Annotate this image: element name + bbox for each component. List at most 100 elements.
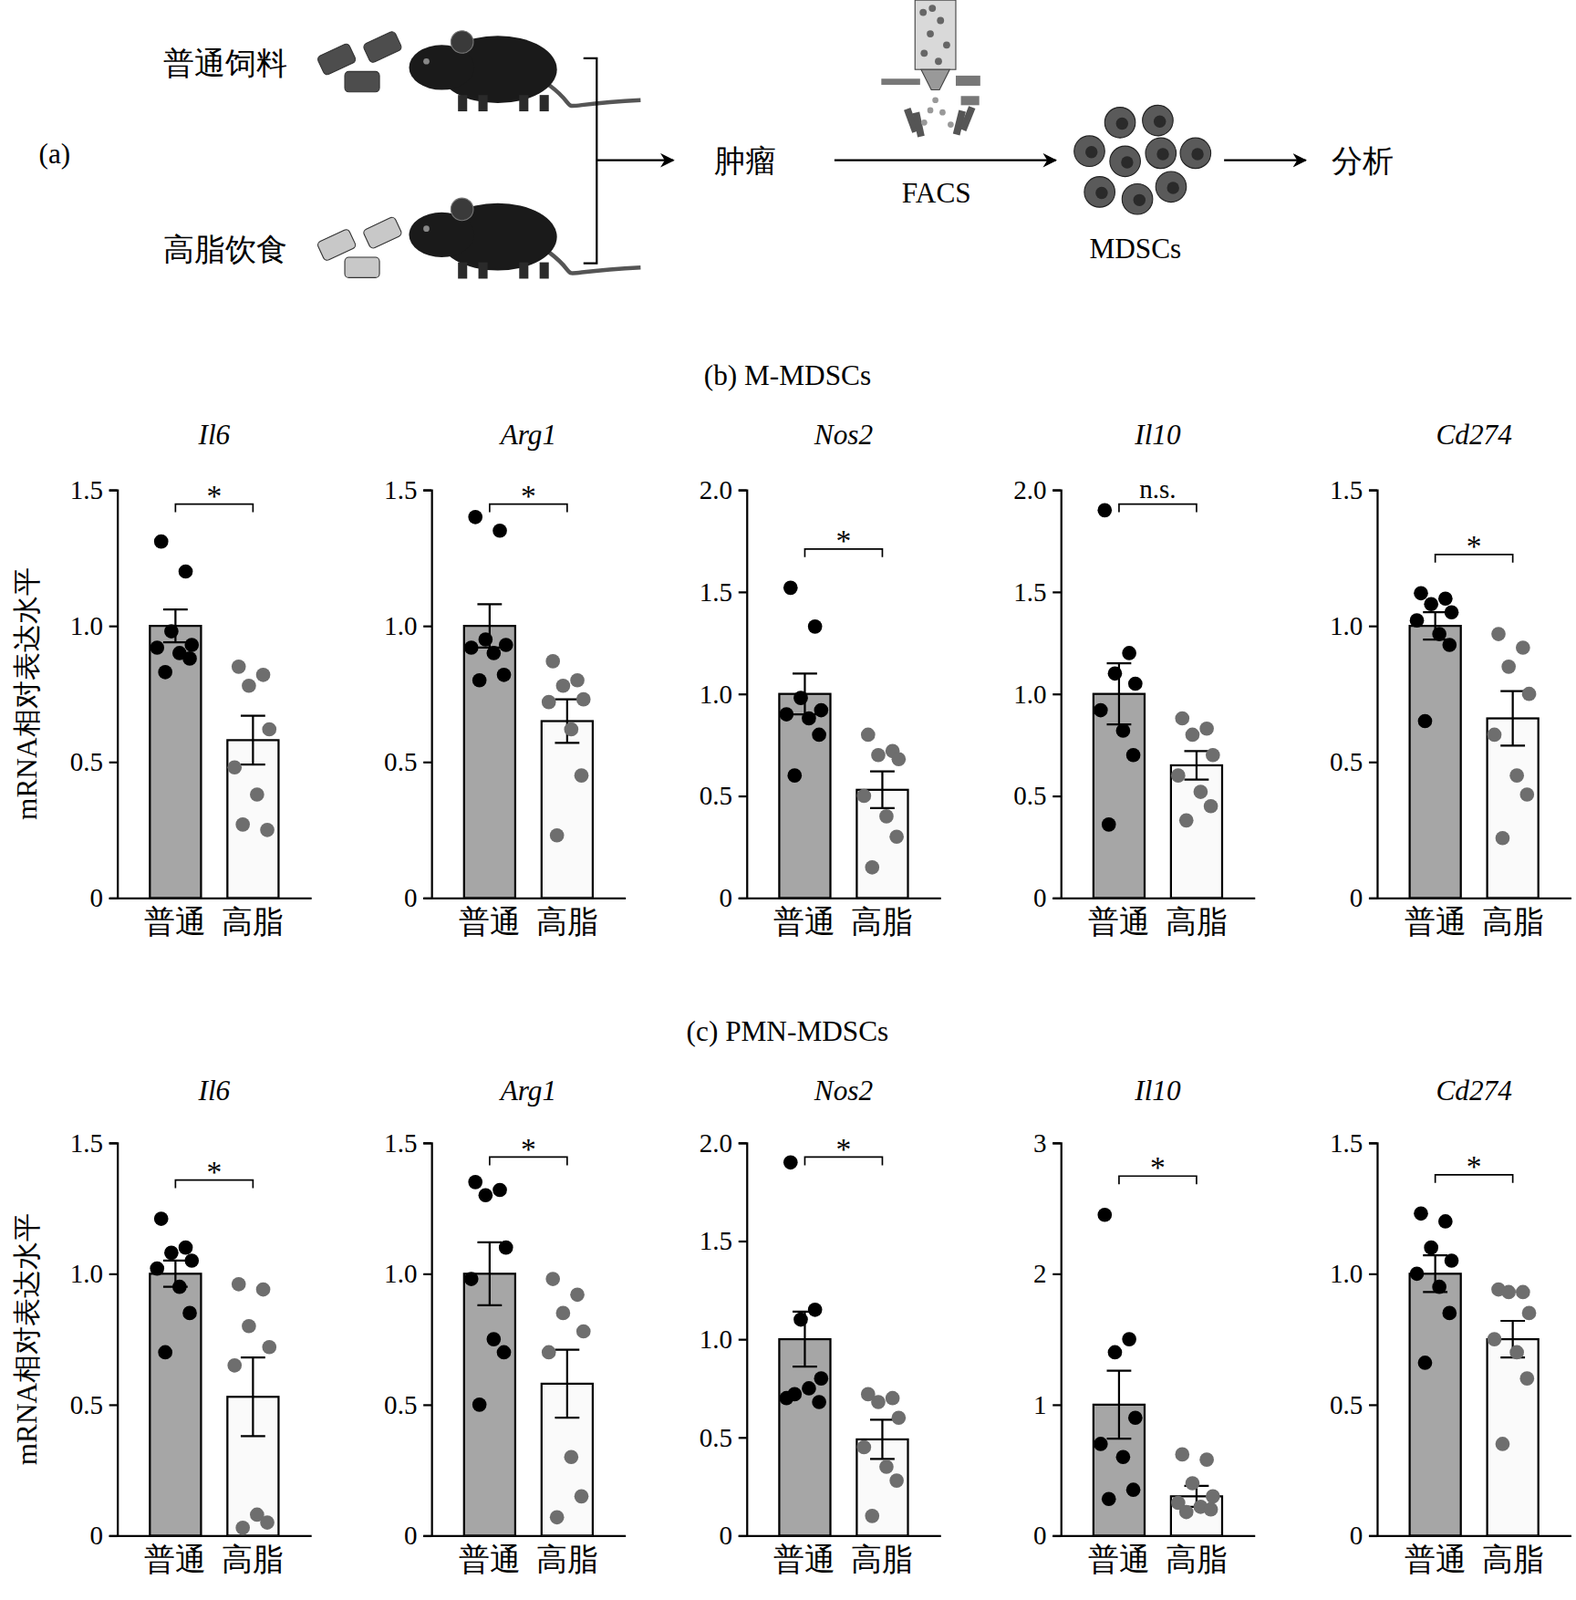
data-point: [182, 651, 197, 666]
bar: [464, 625, 516, 898]
y-tick-label: 0: [1349, 882, 1364, 913]
x-tick-label: 普通: [773, 904, 836, 939]
data-point: [811, 1394, 827, 1410]
y-tick-label: 1.0: [699, 1324, 733, 1354]
figure: (a)普通饲料高脂饮食肿瘤FACSMDSCs分析(b) M-MDSCs(c) P…: [0, 0, 1576, 1600]
chart-title: Il6: [197, 418, 230, 451]
y-tick-mark: [1368, 1141, 1378, 1144]
facs-particle: [928, 4, 936, 12]
x-tick: 高脂: [221, 897, 284, 938]
data-point: [541, 694, 557, 710]
error-bar: [870, 1419, 895, 1459]
data-point: [1203, 1502, 1219, 1517]
x-tick: 普通: [1404, 1534, 1467, 1576]
y-tick-label: 3: [1033, 1128, 1048, 1158]
data-point: [157, 664, 173, 680]
data-point: [1487, 1331, 1503, 1347]
cell: [1109, 145, 1141, 177]
bar: [541, 721, 593, 899]
x-tick-label: 高脂: [1482, 1542, 1545, 1576]
y-axis-line: [423, 1142, 433, 1536]
y-tick: 0: [1033, 882, 1061, 913]
data-point: [814, 1370, 830, 1386]
data-point: [1431, 1279, 1447, 1295]
x-axis: 普通高脂: [1061, 1534, 1256, 1576]
cell: [1180, 137, 1212, 169]
data-point: [1413, 1205, 1429, 1221]
data-point: [497, 667, 512, 683]
error-bar: [792, 673, 818, 715]
data-point: [1509, 1345, 1525, 1360]
x-tick-label: 普通: [1088, 904, 1151, 939]
facs-detector: [955, 75, 981, 86]
data-point: [486, 1331, 501, 1347]
cell: [1145, 137, 1177, 169]
y-tick-mark: [423, 1534, 432, 1537]
error-bar: [554, 699, 580, 744]
y-tick: 1.0: [699, 679, 747, 709]
y-tick-label: 0.5: [1013, 780, 1047, 810]
significance-label: *: [836, 523, 852, 558]
y-tick-label: 1.0: [383, 1258, 417, 1288]
y-tick-label: 1.0: [1329, 611, 1363, 641]
x-axis-line: [746, 1534, 942, 1537]
data-point: [860, 727, 876, 743]
data-point: [235, 1520, 250, 1535]
data-point: [564, 1449, 580, 1464]
y-tick: 1.0: [70, 611, 118, 641]
y-axis-line: [109, 1142, 119, 1536]
method-label: FACS: [902, 176, 972, 209]
bar: [778, 1338, 830, 1535]
data-point: [1515, 640, 1531, 655]
x-tick: 高脂: [850, 1534, 913, 1576]
chart: Il100123普通高脂*: [1033, 1074, 1255, 1576]
x-axis-line: [746, 897, 942, 900]
mouse-eye: [423, 58, 430, 65]
chart: Nos200.51.01.52.0普通高脂*: [699, 1074, 942, 1576]
data-point: [870, 1394, 886, 1410]
y-tick: 2.0: [1013, 475, 1061, 505]
data-point: [1128, 1410, 1143, 1425]
y-tick: 0.5: [383, 1389, 432, 1420]
y-tick-label: 1.5: [1329, 475, 1363, 505]
y-tick-mark: [1368, 1273, 1378, 1276]
x-tick-label: 高脂: [1165, 1542, 1228, 1576]
data-point: [1179, 1504, 1194, 1520]
facs-detector: [961, 95, 980, 105]
x-tick-label: 普通: [144, 904, 207, 939]
y-tick: 1.5: [383, 1128, 432, 1158]
y-tick-mark: [423, 488, 432, 491]
y-axis: 00.51.01.5: [1329, 1128, 1379, 1551]
data-point: [564, 722, 580, 737]
data-point: [889, 829, 904, 844]
y-tick-label: 0.5: [383, 1389, 417, 1420]
cell: [1142, 104, 1174, 136]
data-point: [801, 1380, 817, 1396]
y-tick: 0: [719, 1520, 747, 1550]
y-tick: 0: [1349, 882, 1378, 913]
data-point: [574, 1489, 590, 1504]
y-tick: 1.0: [383, 611, 432, 641]
y-tick-label: 0: [1033, 1520, 1048, 1550]
data-point: [172, 1279, 187, 1295]
y-tick: 0.5: [1329, 1389, 1378, 1420]
data-point: [1519, 1370, 1535, 1386]
data-point: [864, 1508, 880, 1524]
data-point: [497, 1345, 512, 1360]
data-point: [885, 1390, 901, 1406]
facs-nozzle: [921, 69, 950, 90]
facs-particle: [919, 9, 927, 17]
data-point: [1410, 1266, 1425, 1282]
y-tick: 0.5: [1329, 746, 1378, 777]
x-tick: 高脂: [1482, 897, 1545, 938]
data-point: [157, 1345, 173, 1360]
facs-droplet: [939, 109, 946, 116]
data-point: [178, 1240, 194, 1255]
data-point: [793, 690, 809, 706]
y-tick: 0: [89, 882, 117, 913]
significance-label: *: [836, 1131, 852, 1166]
x-axis: 普通高脂: [117, 897, 312, 938]
data-point: [1199, 1451, 1214, 1467]
y-tick-label: 0: [404, 882, 418, 913]
y-axis-line: [109, 490, 119, 899]
